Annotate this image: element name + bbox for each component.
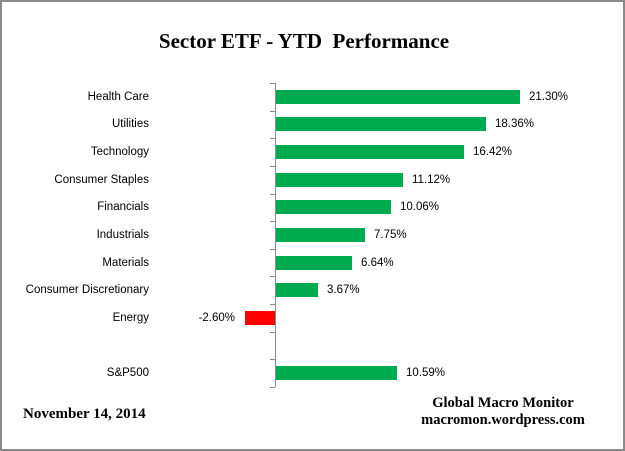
bar	[245, 311, 275, 325]
category-axis	[275, 83, 276, 388]
axis-tick	[270, 111, 275, 112]
footer-source-name: Global Macro Monitor	[432, 395, 574, 411]
axis-tick	[270, 276, 275, 277]
bar	[276, 117, 486, 131]
bar-category-label: Consumer Discretionary	[25, 284, 149, 296]
axis-tick	[270, 359, 275, 360]
bar	[276, 283, 318, 297]
bar-value-label: 10.59%	[406, 367, 446, 379]
footer-source: Global Macro Monitor macromon.wordpress.…	[391, 395, 615, 429]
bar-category-label: Financials	[97, 201, 149, 213]
axis-tick	[270, 249, 275, 250]
bar	[276, 256, 352, 270]
bar-value-label: 11.12%	[412, 174, 451, 186]
bar-value-label: 18.36%	[495, 118, 535, 130]
bar	[276, 145, 464, 159]
bar-category-label: Energy	[112, 312, 149, 324]
bar-value-label: 3.67%	[327, 284, 360, 296]
bar-value-label: 16.42%	[473, 146, 513, 158]
bar	[276, 366, 397, 380]
bar-category-label: Technology	[90, 146, 149, 158]
bar-value-label: 21.30%	[529, 91, 569, 103]
axis-tick	[270, 332, 275, 333]
chart-title: Sector ETF - YTD Performance	[158, 29, 450, 53]
bar-category-label: Materials	[102, 257, 149, 269]
bar-category-label: Health Care	[87, 91, 149, 103]
bar-category-label: Consumer Staples	[54, 174, 149, 186]
axis-tick	[270, 166, 275, 167]
bar-value-label: -2.60%	[198, 312, 235, 324]
axis-tick	[270, 304, 275, 305]
bar	[276, 173, 403, 187]
bar	[276, 200, 391, 214]
bar-category-label: Industrials	[96, 229, 149, 241]
axis-tick	[270, 387, 275, 388]
footer-source-url: macromon.wordpress.com	[421, 412, 585, 428]
bar	[276, 90, 520, 104]
axis-tick	[270, 138, 275, 139]
bar-value-label: 10.06%	[400, 201, 440, 213]
footer-date: November 14, 2014	[23, 406, 146, 422]
bar-value-label: 7.75%	[374, 229, 407, 241]
bar-category-label: Utilities	[111, 118, 149, 130]
bar-category-label: S&P500	[106, 367, 149, 379]
axis-tick	[270, 221, 275, 222]
axis-tick	[270, 83, 275, 84]
axis-tick	[270, 194, 275, 195]
bar	[276, 228, 365, 242]
bar-value-label: 6.64%	[361, 257, 394, 269]
